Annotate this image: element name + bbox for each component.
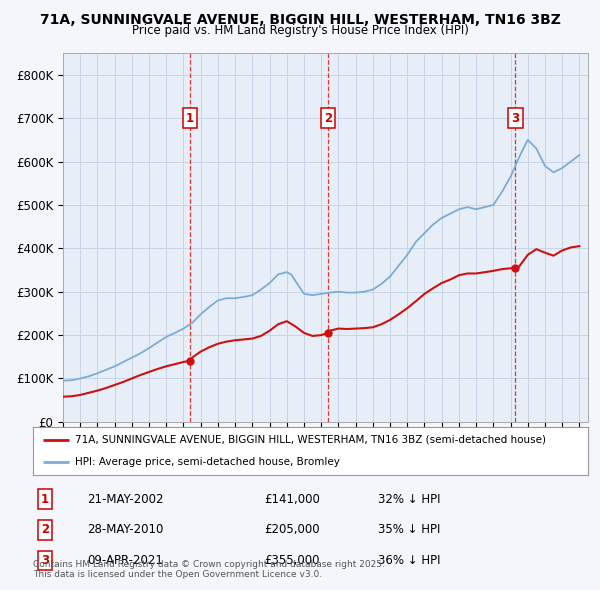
- Text: 2: 2: [324, 112, 332, 124]
- Text: 3: 3: [41, 554, 49, 567]
- Text: 28-MAY-2010: 28-MAY-2010: [87, 523, 163, 536]
- Text: 09-APR-2021: 09-APR-2021: [87, 554, 163, 567]
- Text: 1: 1: [186, 112, 194, 124]
- Text: 1: 1: [41, 493, 49, 506]
- Text: 71A, SUNNINGVALE AVENUE, BIGGIN HILL, WESTERHAM, TN16 3BZ: 71A, SUNNINGVALE AVENUE, BIGGIN HILL, WE…: [40, 13, 560, 27]
- Text: 35% ↓ HPI: 35% ↓ HPI: [378, 523, 440, 536]
- Text: £141,000: £141,000: [264, 493, 320, 506]
- Text: Contains HM Land Registry data © Crown copyright and database right 2025.
This d: Contains HM Land Registry data © Crown c…: [33, 560, 385, 579]
- Text: 71A, SUNNINGVALE AVENUE, BIGGIN HILL, WESTERHAM, TN16 3BZ (semi-detached house): 71A, SUNNINGVALE AVENUE, BIGGIN HILL, WE…: [74, 435, 545, 445]
- Text: 3: 3: [511, 112, 519, 124]
- Text: £355,000: £355,000: [264, 554, 320, 567]
- Text: HPI: Average price, semi-detached house, Bromley: HPI: Average price, semi-detached house,…: [74, 457, 340, 467]
- Text: 21-MAY-2002: 21-MAY-2002: [87, 493, 163, 506]
- Text: 2: 2: [41, 523, 49, 536]
- Text: Price paid vs. HM Land Registry's House Price Index (HPI): Price paid vs. HM Land Registry's House …: [131, 24, 469, 37]
- Text: 32% ↓ HPI: 32% ↓ HPI: [378, 493, 440, 506]
- Text: 36% ↓ HPI: 36% ↓ HPI: [378, 554, 440, 567]
- Text: £205,000: £205,000: [264, 523, 320, 536]
